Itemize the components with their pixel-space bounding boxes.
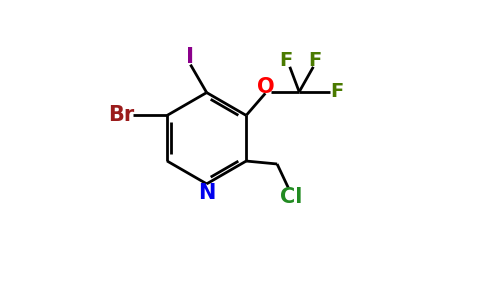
Text: F: F bbox=[280, 51, 293, 70]
Text: Br: Br bbox=[108, 105, 135, 125]
Text: O: O bbox=[257, 77, 275, 97]
Text: F: F bbox=[330, 82, 343, 101]
Text: F: F bbox=[308, 51, 321, 70]
Text: Cl: Cl bbox=[280, 187, 302, 207]
Text: I: I bbox=[186, 47, 195, 67]
Text: N: N bbox=[198, 183, 215, 203]
